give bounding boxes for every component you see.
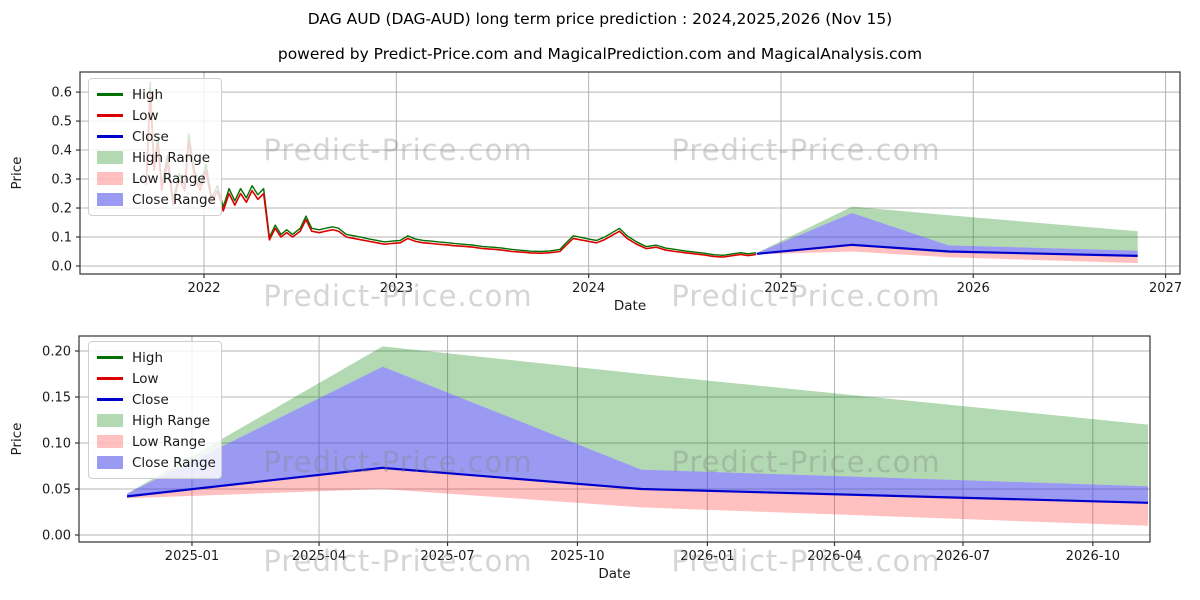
legend-label: High [132, 86, 164, 103]
chart-long-term-history-and-forecast: 2022 2023 2024 2025 2026 2027 0.0 0.1 0.2 0.3 0.4 0… [9, 71, 1182, 314]
low-range-area [756, 244, 1138, 264]
legend-item-close: Close [97, 389, 215, 410]
x-tick-label: 2025 [764, 281, 797, 296]
legend-top-chart: High Low Close High Range Low Range Clos… [88, 78, 222, 216]
page-title: DAG AUD (DAG-AUD) long term price predic… [307, 10, 893, 28]
low-range-area [127, 467, 1149, 526]
plot-border [79, 71, 1181, 275]
legend-label: High Range [132, 149, 211, 166]
low-line-swatch [97, 377, 123, 380]
high-range-swatch [97, 151, 123, 164]
y-tick-label: 0.0 [51, 260, 72, 275]
low-range-swatch [97, 435, 123, 448]
y-tick-label: 0.10 [42, 437, 71, 452]
y-axis-label: Price [9, 157, 25, 190]
high-line-swatch [97, 356, 123, 359]
y-tick-label: 0.6 [51, 86, 72, 101]
legend-label: Low Range [132, 170, 206, 187]
legend-label: Low Range [132, 433, 206, 450]
x-tick-label: 2025-10 [550, 549, 604, 564]
x-tick-label: 2026-10 [1066, 549, 1120, 564]
close-line [126, 466, 1149, 504]
legend-label: Close [132, 128, 169, 145]
close-range-swatch [97, 456, 123, 469]
y-tick-label: 0.00 [42, 529, 71, 544]
low-line-swatch [97, 114, 123, 117]
legend-label: Close Range [132, 191, 216, 208]
close-range-area [127, 366, 1149, 503]
y-tick-label: 0.15 [42, 390, 71, 405]
y-tick-label: 0.20 [42, 344, 71, 359]
high-line-swatch [97, 93, 123, 96]
legend-item-low: Low [97, 105, 215, 126]
legend-item-high-range: High Range [97, 147, 215, 168]
x-tick-label: 2026-01 [680, 549, 734, 564]
x-axis-label: Date [614, 298, 646, 314]
legend-item-high: High [97, 347, 215, 368]
x-axis-label: Date [598, 566, 630, 582]
y-tick-label: 0.3 [51, 173, 72, 188]
x-tick-label: 2025-01 [165, 549, 219, 564]
legend-bottom-chart: High Low Close High Range Low Range Clos… [88, 341, 222, 479]
x-tick-label: 2025-04 [292, 549, 346, 564]
y-tick-label: 0.05 [42, 483, 71, 498]
x-tick-label: 2026-04 [807, 549, 861, 564]
x-tick-label: 2022 [187, 281, 220, 296]
legend-item-close-range: Close Range [97, 452, 216, 473]
legend-item-low: Low [97, 368, 215, 389]
legend-label: Close [132, 391, 169, 408]
y-tick-label: 0.2 [51, 202, 72, 217]
high-range-swatch [97, 414, 123, 427]
x-tick-label: 2027 [1149, 281, 1182, 296]
close-range-swatch [97, 193, 123, 206]
x-tick-label: 2023 [380, 281, 413, 296]
close-line-swatch [97, 398, 123, 401]
y-tick-label: 0.1 [51, 231, 72, 246]
legend-item-low-range: Low Range [97, 431, 215, 452]
high-range-area [127, 346, 1149, 494]
y-tick-label: 0.4 [51, 144, 72, 159]
legend-item-high: High [97, 84, 215, 105]
close-range-area [756, 212, 1138, 256]
close-line-swatch [97, 135, 123, 138]
x-tick-label: 2026-07 [936, 549, 990, 564]
legend-label: High Range [132, 412, 211, 429]
page-subtitle: powered by Predict-Price.com and Magical… [277, 45, 923, 63]
high-range-area [756, 206, 1138, 253]
low-range-swatch [97, 172, 123, 185]
legend-item-high-range: High Range [97, 410, 215, 431]
legend-label: High [132, 349, 164, 366]
plot-border [78, 335, 1151, 543]
legend-item-close: Close [97, 126, 215, 147]
legend-label: Close Range [132, 454, 216, 471]
legend-item-close-range: Close Range [97, 189, 216, 210]
legend-label: Low [132, 370, 159, 387]
close-line [756, 243, 1138, 257]
y-tick-label: 0.5 [51, 115, 72, 130]
chart-forecast-detail: 2025-01 2025-04 2025-07 2025-10 2026-01 2026-… [9, 335, 1151, 582]
x-tick-label: 2026 [957, 281, 990, 296]
x-tick-label: 2025-07 [420, 549, 474, 564]
legend-item-low-range: Low Range [97, 168, 215, 189]
plot-area [126, 346, 1149, 526]
legend-label: Low [132, 107, 159, 124]
y-axis-label: Price [9, 423, 25, 456]
x-tick-label: 2024 [572, 281, 605, 296]
